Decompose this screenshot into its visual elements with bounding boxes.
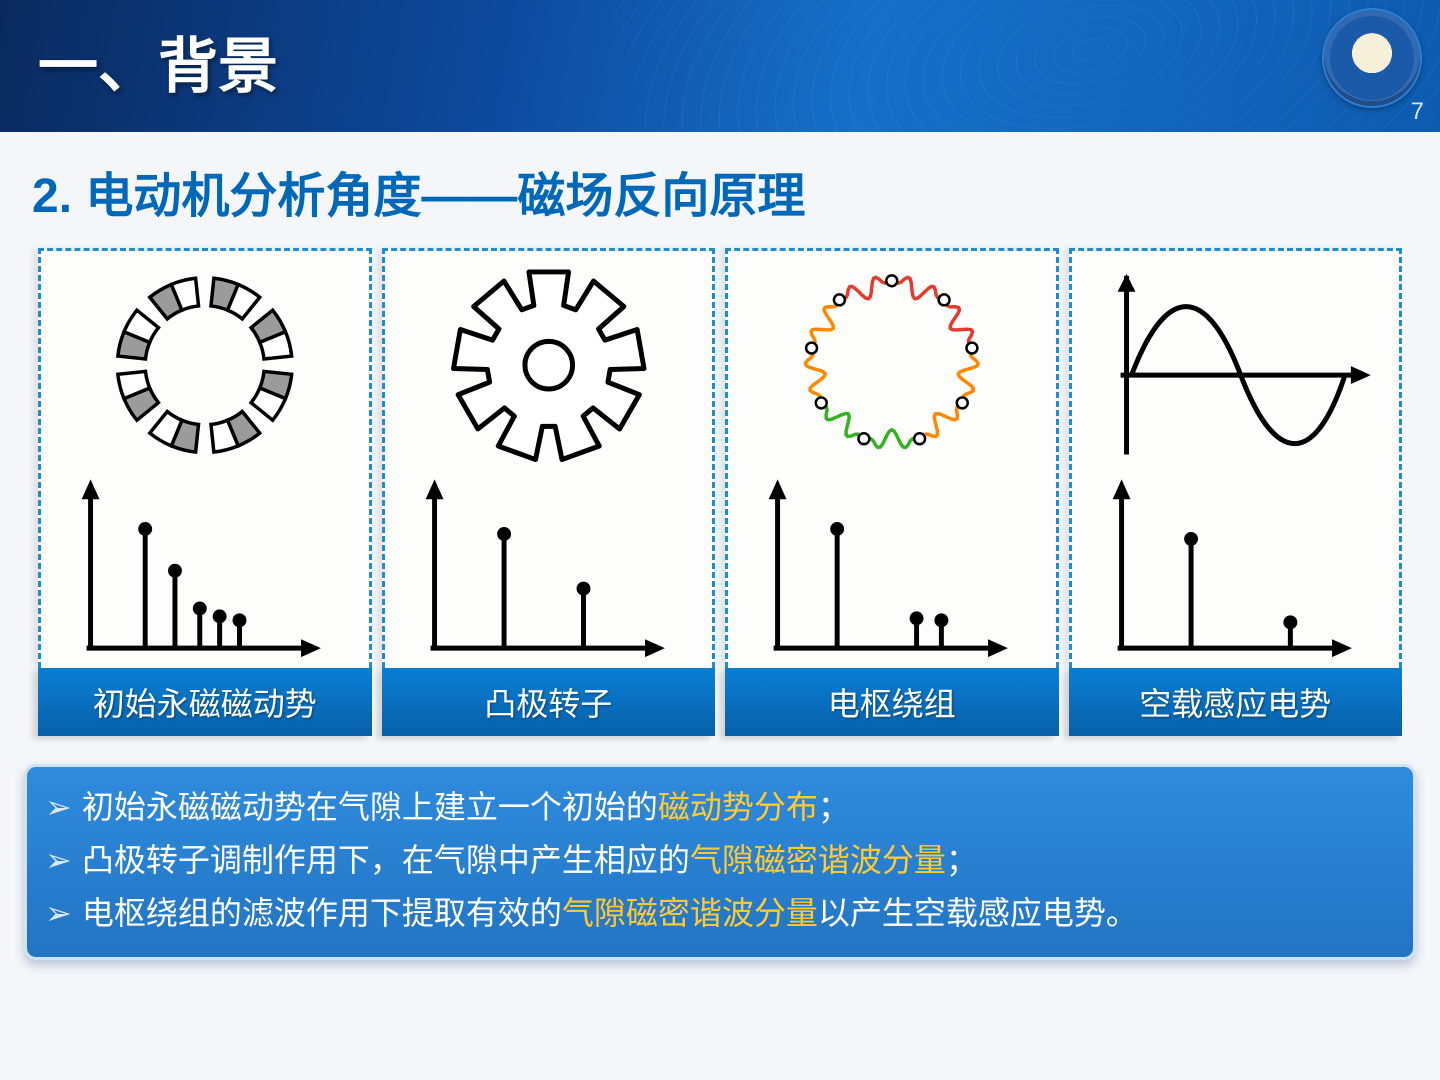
slide-header: 一、背景 7 [0, 0, 1440, 132]
bullet-arrow-icon: ➢ [45, 887, 72, 940]
gear-rotor-icon [385, 251, 713, 668]
panel-body [725, 248, 1059, 668]
panel-label: 凸极转子 [382, 668, 716, 736]
page-number: 7 [1411, 98, 1424, 126]
panel-back-emf: 空载感应电势 [1069, 248, 1403, 736]
sine-emf-icon [1072, 251, 1400, 668]
panel-label: 初始永磁磁动势 [38, 668, 372, 736]
section-subtitle: 2. 电动机分析角度——磁场反向原理 [32, 156, 1440, 226]
panel-salient-rotor: 凸极转子 [382, 248, 716, 736]
diagram-panels: 初始永磁磁动势 凸极转子 电枢绕组 [0, 248, 1440, 736]
bullet-item: ➢ 凸极转子调制作用下，在气隙中产生相应的气隙磁密谐波分量； [45, 834, 1395, 887]
panel-body [1069, 248, 1403, 668]
bullet-arrow-icon: ➢ [45, 834, 72, 887]
bullet-item: ➢ 电枢绕组的滤波作用下提取有效的气隙磁密谐波分量以产生空载感应电势。 [45, 887, 1395, 940]
panel-label: 空载感应电势 [1069, 668, 1403, 736]
bullet-text: 电枢绕组的滤波作用下提取有效的气隙磁密谐波分量以产生空载感应电势。 [82, 887, 1138, 940]
university-logo-icon [1322, 8, 1422, 108]
bullet-box: ➢ 初始永磁磁动势在气隙上建立一个初始的磁动势分布； ➢ 凸极转子调制作用下，在… [24, 764, 1416, 960]
bullet-text: 凸极转子调制作用下，在气隙中产生相应的气隙磁密谐波分量； [82, 834, 978, 887]
panel-body [382, 248, 716, 668]
panel-pm-mmf: 初始永磁磁动势 [38, 248, 372, 736]
bullet-text: 初始永磁磁动势在气隙上建立一个初始的磁动势分布； [82, 781, 850, 834]
header-title: 一、背景 [38, 18, 278, 105]
bullet-item: ➢ 初始永磁磁动势在气隙上建立一个初始的磁动势分布； [45, 781, 1395, 834]
winding-icon [728, 251, 1056, 668]
panel-label: 电枢绕组 [725, 668, 1059, 736]
panel-body [38, 248, 372, 668]
panel-armature-winding: 电枢绕组 [725, 248, 1059, 736]
pm-ring-icon [41, 251, 369, 668]
bullet-arrow-icon: ➢ [45, 781, 72, 834]
